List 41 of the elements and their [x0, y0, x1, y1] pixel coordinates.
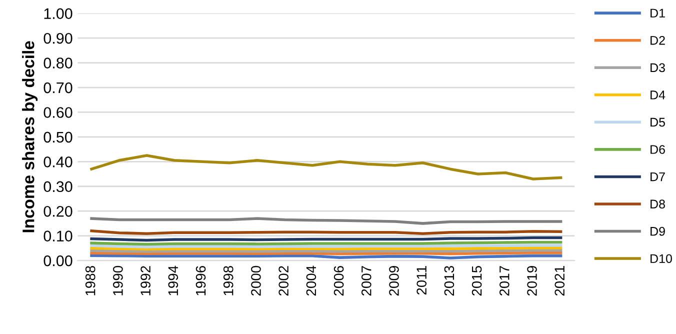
y-axis-title: Income shares by decile — [22, 41, 38, 232]
x-tick-label: 2009 — [389, 266, 399, 296]
x-tick-label: 2013 — [444, 266, 454, 296]
x-tick-label: 2000 — [251, 266, 261, 296]
legend-label: D7 — [650, 172, 665, 182]
legend-label: D1 — [650, 8, 665, 18]
y-tick-label: 0.20 — [44, 206, 72, 217]
line-series — [90, 154, 562, 180]
x-tick-label: 1990 — [113, 266, 123, 296]
legend-label: D2 — [650, 36, 665, 45]
legend-label: D3 — [650, 63, 665, 72]
y-tick-label: 0.90 — [44, 32, 72, 44]
legend-label: D9 — [650, 226, 665, 236]
legend-label: D10 — [650, 254, 672, 264]
x-tick-label: 2002 — [278, 266, 288, 296]
x-tick-label: 2021 — [554, 266, 565, 296]
legend-label: D5 — [650, 118, 665, 127]
legend-label: D8 — [650, 200, 665, 208]
y-tick-label: 0.80 — [44, 58, 72, 68]
x-tick-label: 2006 — [334, 266, 344, 296]
legend-label: D6 — [650, 145, 665, 154]
x-tick-label: 1998 — [223, 266, 234, 296]
y-tick-label: 0.10 — [44, 230, 72, 242]
x-tick-label: 2004 — [306, 266, 316, 296]
y-tick-label: 0.50 — [44, 132, 72, 143]
x-tick-label: 1996 — [196, 266, 206, 296]
x-tick-label: 1992 — [140, 266, 150, 296]
x-tick-label: 2007 — [361, 266, 372, 296]
x-tick-label: 1988 — [85, 266, 96, 296]
y-tick-label: 0.60 — [44, 107, 72, 118]
x-tick-label: 2019 — [527, 266, 537, 296]
y-tick-label: 1.00 — [44, 8, 72, 20]
x-tick-label: 2017 — [499, 266, 510, 296]
y-tick-label: 0.70 — [44, 82, 72, 94]
y-tick-label: 0.30 — [44, 181, 72, 192]
x-tick-label: 2011 — [416, 266, 427, 295]
y-tick-label: 0.00 — [44, 255, 72, 266]
y-tick-label: 0.40 — [44, 156, 72, 168]
x-tick-label: 1994 — [168, 266, 178, 296]
x-tick-label: 2015 — [472, 266, 482, 296]
legend-label: D4 — [650, 90, 666, 100]
